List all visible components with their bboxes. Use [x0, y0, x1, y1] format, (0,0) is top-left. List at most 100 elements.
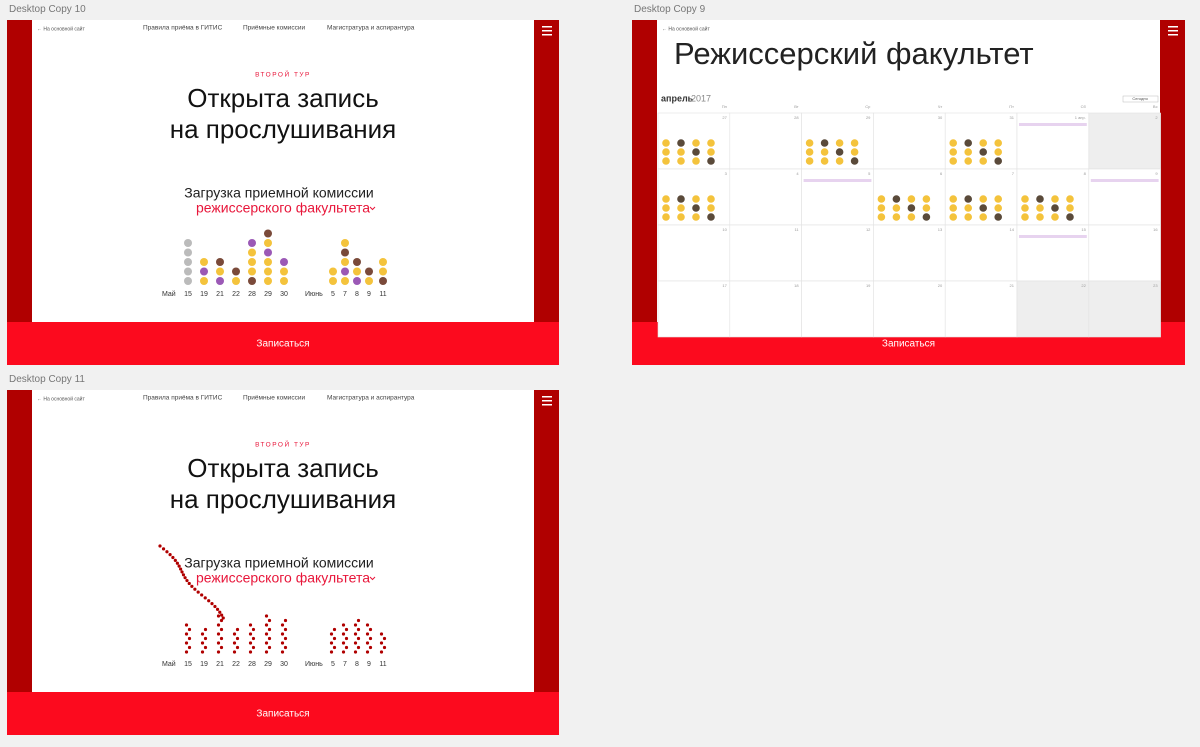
load-link[interactable]: режиссерского факультета	[196, 200, 370, 216]
load-stack	[248, 623, 256, 654]
dot	[248, 650, 253, 654]
emoji	[353, 277, 361, 285]
dot	[235, 645, 240, 650]
emoji	[184, 239, 192, 247]
dot	[267, 618, 272, 623]
emoji-icon	[907, 213, 916, 221]
trail-dot	[161, 547, 166, 551]
dot	[232, 650, 237, 654]
day-cell	[801, 280, 874, 338]
signup-button[interactable]: Записаться	[256, 709, 309, 720]
dot	[264, 650, 269, 654]
emoji	[248, 239, 256, 247]
day-label: 19	[200, 291, 208, 298]
emoji-icon	[964, 148, 972, 156]
day-cell	[944, 224, 1018, 282]
load-link[interactable]: режиссерского факультета	[196, 570, 370, 586]
emoji-icon	[994, 148, 1002, 156]
load-stack	[329, 267, 337, 285]
dot	[219, 618, 224, 623]
load-stack	[264, 229, 272, 285]
emoji	[280, 277, 288, 285]
dot	[332, 645, 337, 650]
dot	[200, 650, 205, 654]
dot	[267, 645, 272, 650]
cal-month: апрель	[661, 93, 694, 103]
emoji-icon	[692, 148, 700, 156]
day-number: 12	[866, 227, 871, 232]
emoji-icon	[994, 213, 1002, 221]
day-label: 28	[248, 661, 256, 668]
load-stack	[353, 258, 361, 285]
day-number: 18	[794, 283, 799, 288]
load-stack	[200, 258, 208, 285]
back-link[interactable]: ← На основной сайт	[37, 25, 85, 32]
dot	[203, 645, 208, 650]
nav-link[interactable]: Магистратура и аспирантура	[327, 395, 415, 402]
dot	[353, 641, 358, 645]
emoji-icon	[1051, 195, 1059, 203]
dot	[219, 627, 224, 632]
dot	[368, 627, 373, 632]
emoji	[200, 267, 208, 276]
day-label: 11	[379, 661, 386, 668]
emoji	[264, 258, 272, 266]
trail-dot	[175, 561, 179, 565]
nav-link[interactable]: Магистратура и аспирантура	[327, 25, 415, 32]
day-cell	[873, 224, 946, 282]
nav-link[interactable]: Правила приёма в ГИТИС	[143, 395, 223, 402]
dot	[248, 632, 253, 636]
dot	[382, 636, 387, 641]
menu-icon	[542, 30, 552, 32]
load-stack	[200, 627, 208, 654]
day-number: 14	[1010, 227, 1015, 232]
emoji	[379, 258, 387, 266]
nav-link[interactable]: Приёмные комиссии	[243, 395, 305, 402]
dot	[356, 645, 361, 650]
signup-button[interactable]: Записаться	[256, 339, 309, 350]
trail-dot	[181, 573, 186, 577]
emoji-icon	[1036, 195, 1044, 203]
dot	[283, 636, 288, 641]
dot	[341, 623, 346, 627]
dot	[382, 645, 387, 650]
day-cell	[1088, 112, 1161, 170]
dot	[353, 650, 358, 654]
nav-link[interactable]: Приёмные комиссии	[243, 25, 305, 32]
dot	[203, 636, 208, 641]
trail-dot	[203, 596, 207, 600]
eyebrow: ВТОРОЙ ТУР	[255, 440, 311, 449]
menu-icon	[542, 26, 552, 28]
emoji-icon	[835, 148, 844, 156]
emoji-icon	[964, 157, 972, 165]
emoji-icon	[662, 157, 670, 165]
trail-dot	[207, 599, 211, 603]
emoji-icon	[964, 213, 972, 221]
dot	[264, 641, 269, 645]
signup-button[interactable]: Записаться	[882, 339, 935, 350]
today-button[interactable]: Сегодня	[1132, 96, 1147, 101]
emoji	[184, 267, 192, 276]
day-cell	[1016, 112, 1090, 170]
emoji-icon	[964, 139, 972, 147]
trail-dot	[193, 587, 197, 591]
trail-dot	[220, 613, 224, 617]
day-label: 22	[232, 291, 240, 298]
trail-dot	[177, 564, 181, 568]
emoji-icon	[949, 195, 957, 203]
back-link[interactable]: ← На основной сайт	[37, 395, 85, 402]
emoji-icon	[979, 148, 987, 156]
dot	[341, 632, 346, 636]
day-label: 29	[264, 291, 272, 298]
dot	[235, 636, 240, 641]
day-label: 9	[367, 661, 371, 668]
menu-icon	[1168, 34, 1178, 36]
trail-dot	[185, 578, 189, 583]
emoji-icon	[850, 148, 859, 156]
day-number: 29	[866, 115, 871, 120]
back-link[interactable]: ← На основной сайт	[662, 25, 710, 32]
emoji-icon	[949, 213, 957, 221]
nav-link[interactable]: Правила приёма в ГИТИС	[143, 25, 223, 32]
emoji-icon	[662, 148, 670, 156]
dot	[200, 632, 205, 636]
